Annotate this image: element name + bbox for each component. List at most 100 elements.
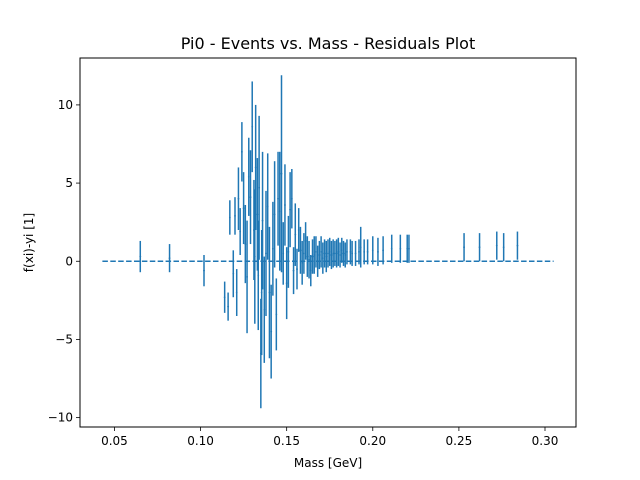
data-point — [318, 240, 321, 270]
plot-frame — [79, 57, 577, 428]
point-marker — [228, 216, 231, 219]
chart-title: Pi0 - Events vs. Mass - Residuals Plot — [181, 34, 475, 53]
point-marker — [366, 250, 369, 253]
point-marker — [332, 252, 335, 255]
data-point — [203, 255, 205, 287]
point-marker — [290, 197, 293, 200]
point-marker — [359, 246, 362, 249]
data-point — [311, 239, 314, 274]
point-marker — [516, 244, 519, 247]
point-marker — [399, 247, 402, 250]
data-point — [342, 240, 345, 266]
point-marker — [315, 250, 317, 253]
point-marker — [294, 233, 297, 236]
data-point — [294, 203, 297, 266]
point-marker — [244, 243, 247, 245]
point-marker — [342, 252, 345, 255]
point-marker — [285, 282, 288, 285]
data-point — [232, 250, 235, 298]
point-marker — [247, 175, 250, 178]
data-point — [223, 281, 226, 313]
point-marker — [260, 291, 263, 294]
point-marker — [273, 213, 276, 216]
point-marker — [254, 166, 257, 169]
x-tick-label: 0.20 — [359, 434, 386, 448]
point-marker — [311, 255, 314, 258]
data-point — [382, 236, 385, 265]
point-marker — [377, 250, 379, 253]
point-marker — [340, 249, 343, 252]
point-marker — [463, 246, 465, 249]
data-point — [228, 200, 231, 235]
data-point — [304, 222, 307, 260]
data-point — [495, 231, 498, 260]
data-point — [308, 240, 310, 279]
data-point — [330, 240, 333, 270]
point-marker — [478, 246, 481, 249]
point-marker — [337, 250, 340, 253]
data-point — [346, 239, 348, 265]
point-marker — [354, 252, 357, 255]
data-point — [340, 237, 343, 263]
point-marker — [327, 252, 329, 255]
x-tick-label: 0.05 — [101, 434, 128, 448]
data-point — [320, 236, 323, 268]
y-axis: −10 −5 0 5 10 — [48, 98, 80, 425]
plot-area — [102, 75, 554, 409]
point-marker — [296, 268, 298, 270]
data-point — [234, 197, 236, 235]
data-point — [339, 242, 341, 268]
data-point — [240, 122, 243, 182]
data-point — [289, 172, 292, 248]
data-point — [327, 239, 329, 268]
point-marker — [280, 172, 283, 175]
data-point — [278, 151, 281, 271]
data-point — [263, 256, 266, 363]
data-point — [316, 245, 319, 277]
point-marker — [335, 252, 338, 255]
data-point — [332, 239, 335, 268]
point-marker — [502, 246, 505, 249]
point-marker — [240, 150, 243, 153]
data-point — [309, 255, 312, 287]
data-point — [265, 190, 267, 316]
data-point — [268, 226, 271, 359]
data-point — [371, 236, 374, 265]
data-point — [275, 278, 278, 351]
point-marker — [313, 254, 316, 256]
data-point — [313, 236, 316, 274]
data-point — [366, 239, 369, 265]
data-point — [315, 236, 317, 268]
x-tick-label: 0.30 — [532, 434, 559, 448]
point-marker — [270, 330, 273, 333]
point-marker — [287, 250, 290, 253]
point-marker — [284, 204, 286, 206]
point-marker — [266, 205, 269, 208]
point-marker — [263, 308, 266, 311]
data-point — [408, 234, 410, 263]
point-marker — [351, 252, 354, 255]
point-marker — [408, 247, 410, 250]
data-point — [277, 151, 279, 246]
x-tick-label: 0.10 — [187, 434, 214, 448]
data-point — [285, 247, 288, 320]
point-marker — [237, 197, 240, 200]
point-marker — [320, 250, 323, 253]
point-marker — [344, 254, 347, 256]
data-point — [323, 239, 326, 268]
point-marker — [316, 260, 319, 263]
data-point — [333, 240, 336, 266]
y-tick-label: 5 — [65, 176, 73, 190]
point-marker — [349, 250, 352, 253]
point-marker — [371, 249, 374, 252]
y-axis-label: f(xi)-yi [1] — [22, 213, 36, 272]
point-marker — [346, 250, 348, 253]
data-point — [260, 229, 263, 356]
point-marker — [268, 291, 271, 294]
data-point — [358, 239, 360, 265]
point-marker — [302, 252, 305, 255]
data-point — [249, 150, 252, 245]
data-point — [302, 233, 305, 274]
data-point — [337, 237, 340, 266]
